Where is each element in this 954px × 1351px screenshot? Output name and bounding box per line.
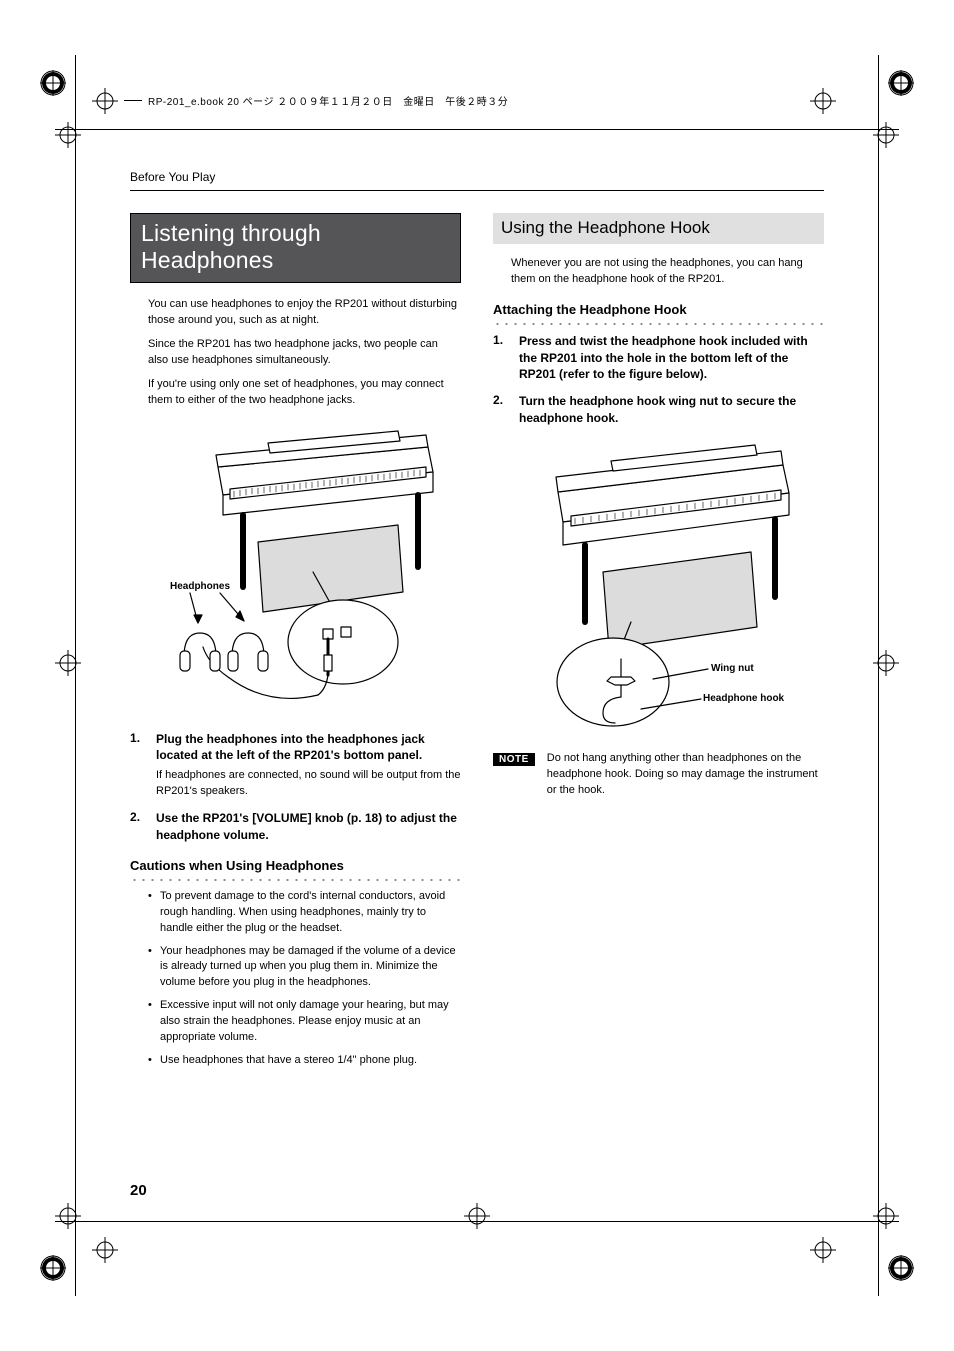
step-item: Turn the headphone hook wing nut to secu… (493, 393, 824, 427)
register-mark-icon (873, 1203, 899, 1229)
prepress-header-text: RP-201_e.book 20 ページ ２００９年１１月２０日 金曜日 午後２… (148, 93, 508, 108)
figure-label-headphones: Headphones (170, 581, 230, 592)
trim-rule (75, 55, 76, 1296)
page-number: 20 (130, 1182, 147, 1199)
right-column: Using the Headphone Hook Whenever you ar… (493, 213, 824, 1076)
crop-mark-icon (888, 1255, 914, 1281)
register-mark-icon (92, 88, 118, 114)
step-heading: Turn the headphone hook wing nut to secu… (519, 393, 824, 427)
cautions-list: To prevent damage to the cord's internal… (130, 889, 461, 1069)
step-heading: Plug the headphones into the headphones … (156, 731, 461, 765)
attach-heading: Attaching the Headphone Hook (493, 302, 824, 317)
subsection-heading-hook: Using the Headphone Hook (493, 213, 824, 244)
caution-item: Use headphones that have a stereo 1/4" p… (148, 1053, 461, 1069)
intro-paragraph: If you're using only one set of headphon… (130, 377, 461, 409)
trim-rule (878, 55, 879, 1296)
intro-paragraph: Since the RP201 has two headphone jacks,… (130, 337, 461, 369)
step-item: Press and twist the headphone hook inclu… (493, 333, 824, 383)
page-content: Before You Play Listening through Headph… (130, 170, 824, 1211)
manual-page: RP-201_e.book 20 ページ ２００９年１１月２０日 金曜日 午後２… (0, 0, 954, 1351)
figure-headphones: Headphones (148, 417, 461, 717)
note-text: Do not hang anything other than headphon… (547, 751, 824, 799)
prepress-header: RP-201_e.book 20 ページ ２００９年１１月２０日 金曜日 午後２… (124, 93, 869, 108)
note-block: NOTE Do not hang anything other than hea… (493, 751, 824, 799)
intro-paragraph: Whenever you are not using the headphone… (493, 256, 824, 288)
dotted-rule (493, 319, 824, 325)
register-mark-icon (810, 1237, 836, 1263)
register-mark-icon (55, 650, 81, 676)
caution-item: Your headphones may be damaged if the vo… (148, 944, 461, 992)
caution-item: To prevent damage to the cord's internal… (148, 889, 461, 937)
intro-paragraph: You can use headphones to enjoy the RP20… (130, 297, 461, 329)
running-rule (130, 190, 824, 191)
register-mark-icon (55, 1203, 81, 1229)
crop-mark-icon (888, 70, 914, 96)
register-mark-icon (55, 122, 81, 148)
steps-list: Press and twist the headphone hook inclu… (493, 333, 824, 427)
crop-mark-icon (40, 70, 66, 96)
cautions-heading: Cautions when Using Headphones (130, 858, 461, 873)
step-body: If headphones are connected, no sound wi… (156, 768, 461, 800)
figure-label-hook: Headphone hook (703, 693, 785, 704)
trim-rule (55, 129, 899, 130)
figure-headphone-hook: Wing nut Headphone hook (503, 437, 824, 737)
steps-list: Plug the headphones into the headphones … (130, 731, 461, 844)
dotted-rule (130, 875, 461, 881)
register-mark-icon (873, 122, 899, 148)
register-mark-icon (873, 650, 899, 676)
caution-item: Excessive input will not only damage you… (148, 998, 461, 1046)
section-heading-listening: Listening through Headphones (130, 213, 461, 283)
trim-rule (55, 1221, 899, 1222)
step-item: Plug the headphones into the headphones … (130, 731, 461, 800)
note-badge: NOTE (493, 753, 535, 766)
piano-hook-illustration: Wing nut Headphone hook (503, 437, 813, 737)
crop-mark-icon (40, 1255, 66, 1281)
running-head: Before You Play (130, 170, 824, 184)
step-heading: Press and twist the headphone hook inclu… (519, 333, 824, 383)
figure-label-wingnut: Wing nut (711, 663, 754, 674)
step-heading: Use the RP201's [VOLUME] knob (p. 18) to… (156, 810, 461, 844)
left-column: Listening through Headphones You can use… (130, 213, 461, 1076)
step-item: Use the RP201's [VOLUME] knob (p. 18) to… (130, 810, 461, 844)
piano-headphones-illustration: Headphones (148, 417, 448, 717)
register-mark-icon (92, 1237, 118, 1263)
